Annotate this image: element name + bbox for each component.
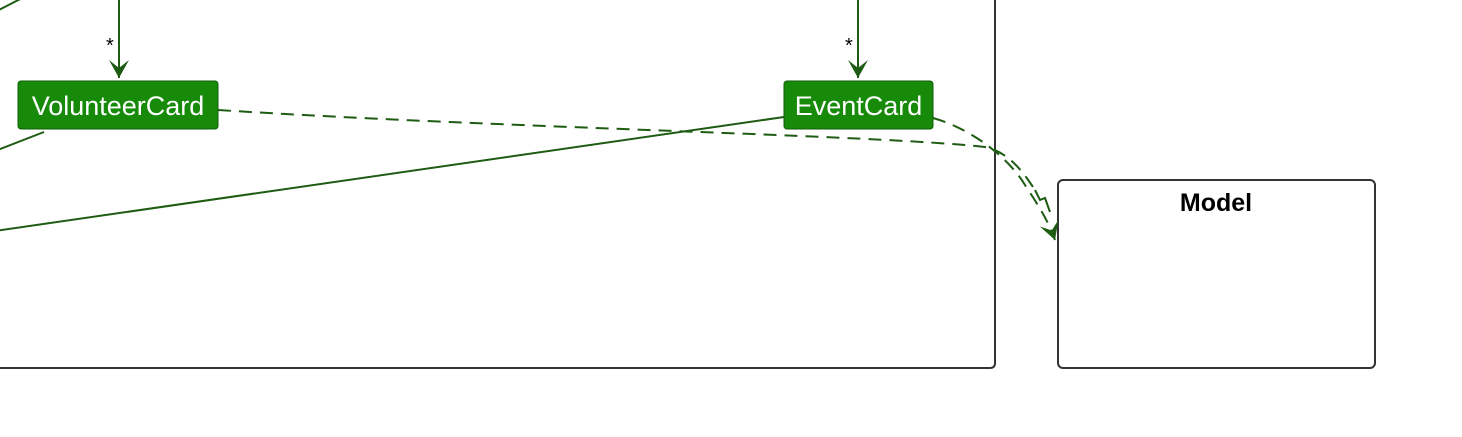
- volunteer-card-multiplicity: *: [106, 35, 114, 57]
- event-card-offscreen-edge: [0, 116, 785, 232]
- model-package-title: Model: [1180, 189, 1252, 217]
- volunteer-card-node: VolunteerCard: [17, 80, 219, 130]
- volunteer-card-label: VolunteerCard: [32, 91, 205, 121]
- ui-package-frame: [0, 0, 996, 369]
- volunteer-card-box: [17, 80, 219, 130]
- volunteer-card-offscreen-edge: [0, 131, 45, 151]
- model-package: [1057, 179, 1376, 369]
- dependency-merge-squiggle: [1034, 189, 1051, 213]
- offscreen-edge-top-left: [0, 0, 21, 11]
- event-card-multiplicity: *: [845, 35, 853, 57]
- event-card-node: EventCard: [783, 80, 934, 130]
- event-card-label: EventCard: [795, 91, 923, 121]
- event-card-box: [783, 80, 934, 130]
- event-card-to-model-dependency: [932, 117, 1059, 241]
